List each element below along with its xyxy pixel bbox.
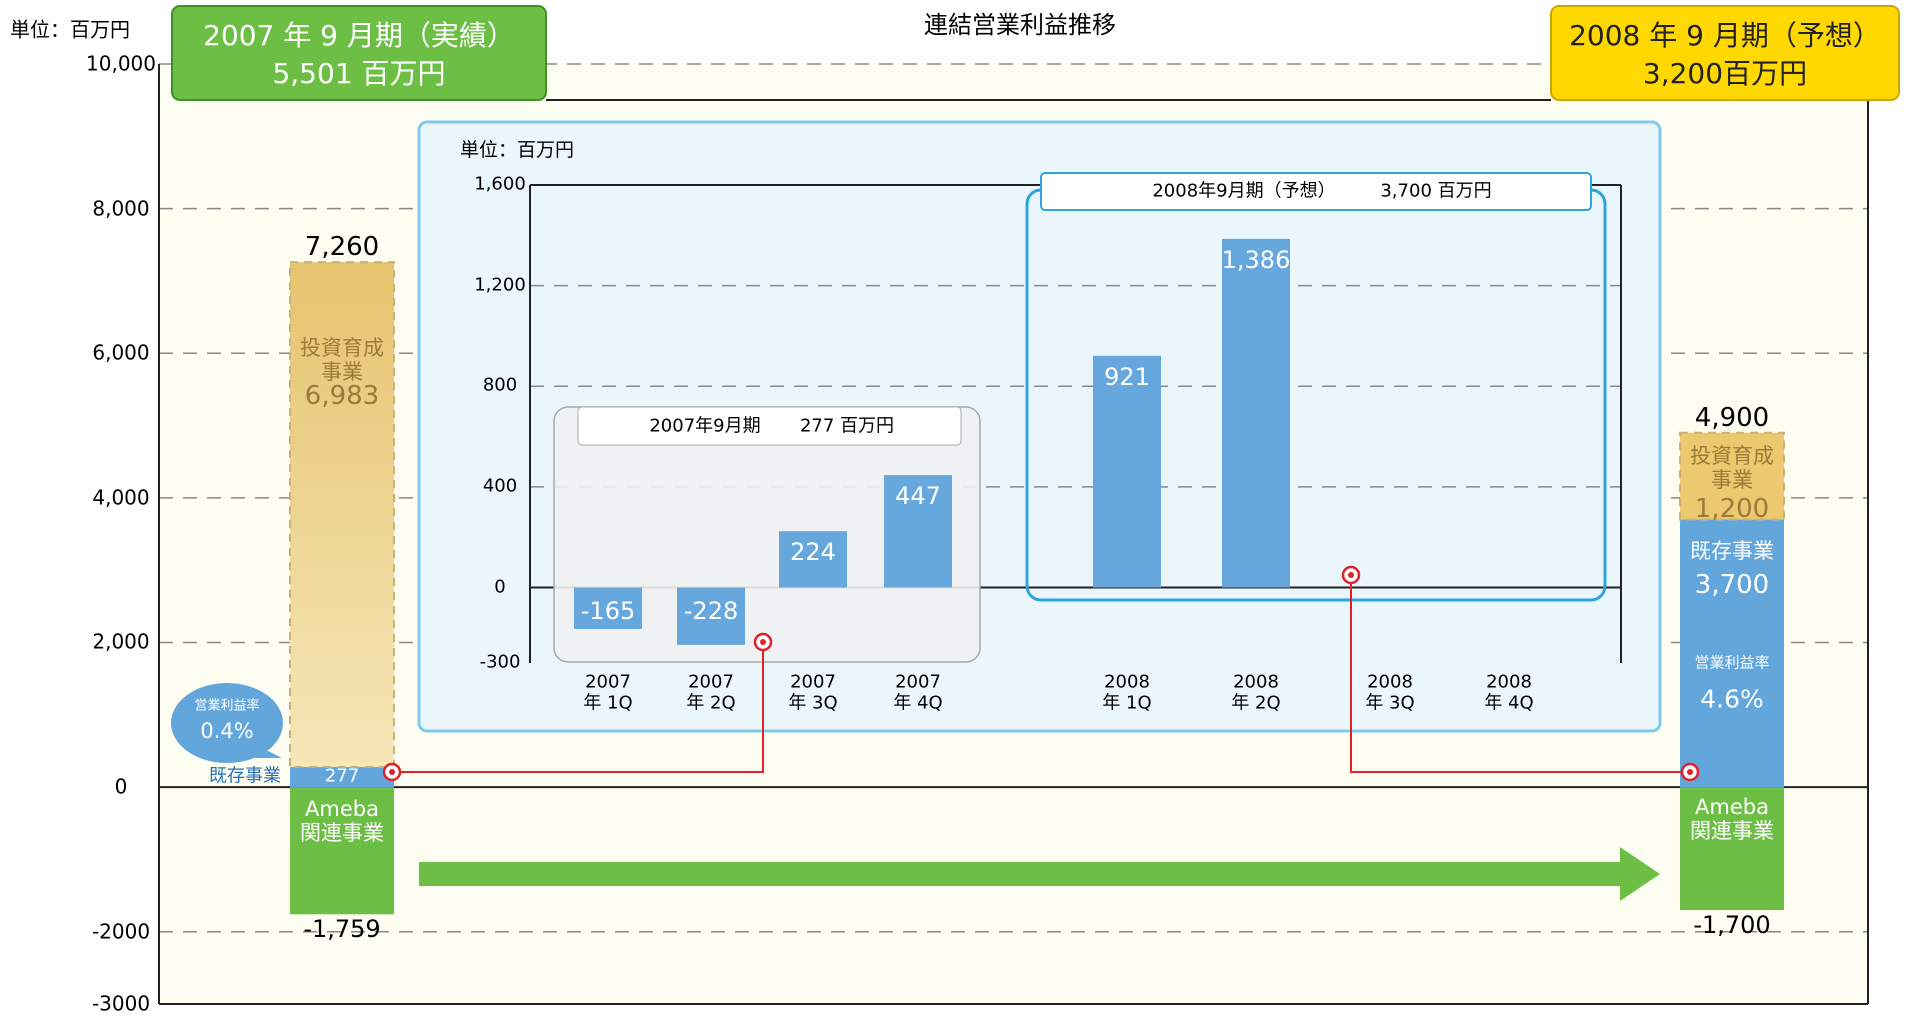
margin-label: 営業利益率	[194, 698, 260, 714]
value-label: -228	[683, 596, 739, 625]
x-tick-label: 2007年 4Q	[893, 671, 943, 713]
value-label: 447	[895, 482, 941, 511]
group-total: 277 百万円	[799, 415, 895, 437]
y-tick-label: 400	[482, 475, 518, 497]
value-label: -165	[580, 596, 636, 625]
value-label: 921	[1104, 363, 1150, 392]
unit-label: 単位：百万円	[10, 17, 130, 42]
header-box	[1550, 5, 1900, 101]
y-tick-label: 10,000	[86, 51, 156, 76]
x-tick-label: 2007年 1Q	[583, 671, 633, 713]
series-label: 投資育成事業	[300, 335, 384, 385]
bar-segment	[290, 767, 394, 788]
series-label: 既存事業	[209, 765, 281, 787]
header-label: 2007 年 9 月期（実績）	[203, 18, 515, 52]
y-tick-label: 2,000	[92, 629, 150, 654]
y-tick-label: -300	[479, 651, 521, 673]
margin-label: 営業利益率	[1694, 653, 1770, 672]
group-header	[1040, 172, 1592, 211]
y-tick-label: 6,000	[92, 340, 150, 365]
x-tick-label: 2008年 4Q	[1484, 671, 1534, 713]
bar-segment	[290, 787, 394, 915]
group-total: 3,700 百万円	[1380, 180, 1492, 202]
bar	[884, 475, 952, 588]
total-label: 4,900	[1694, 402, 1770, 433]
y-tick-label: 800	[482, 374, 518, 396]
y-tick-label: -3000	[91, 991, 151, 1016]
arrow	[419, 847, 1660, 901]
value-label: 1,386	[1221, 246, 1291, 275]
series-label: Ameba 関連事業	[300, 796, 384, 845]
margin-value: 4.6%	[1700, 684, 1764, 714]
group-label: 2007年9月期	[649, 415, 761, 437]
x-tick-label: 2007年 3Q	[788, 671, 838, 713]
unit-label: 単位：百万円	[459, 139, 574, 162]
group-header	[577, 406, 962, 446]
y-tick-label: 0	[114, 774, 128, 799]
header-box	[171, 5, 547, 101]
connector	[1350, 575, 1690, 773]
series-label: 投資育成事業	[1690, 443, 1774, 492]
y-tick-label: 1,200	[474, 274, 526, 296]
bar	[1093, 355, 1161, 588]
value-label: -1,759	[303, 915, 381, 944]
value-label: -1,700	[1693, 911, 1771, 940]
y-tick-label: 4,000	[92, 485, 150, 510]
value-label: 224	[790, 538, 836, 567]
x-tick-label: 2007年 2Q	[686, 671, 736, 713]
total-label: 7,260	[304, 232, 380, 263]
group-label: 2008年9月期（予想）	[1152, 180, 1336, 202]
bar-segment	[1680, 519, 1784, 788]
bar	[574, 587, 642, 630]
bar-segment	[1679, 431, 1785, 521]
bar	[1222, 238, 1290, 588]
x-tick-label: 2008年 2Q	[1231, 671, 1281, 713]
value-label: 3,700	[1694, 569, 1770, 600]
value-label: 6,983	[304, 381, 380, 412]
x-tick-label: 2008年 3Q	[1365, 671, 1415, 713]
margin-bubble	[171, 683, 283, 763]
bar-segment	[1680, 787, 1784, 910]
header-label: 2008 年 9 月期（予想）	[1569, 18, 1881, 52]
value-label: 277	[324, 765, 360, 787]
chart-title: 連結営業利益推移	[924, 11, 1116, 40]
y-tick-label: 1,600	[474, 173, 526, 195]
y-tick-label: 8,000	[92, 196, 150, 221]
bar	[677, 587, 745, 645]
series-label: 既存事業	[1690, 538, 1774, 563]
bar-segment	[289, 261, 395, 769]
value-label: 1,200	[1694, 493, 1770, 524]
series-label: Ameba 関連事業	[1690, 794, 1774, 843]
bubble-tail	[255, 748, 282, 758]
x-tick-label: 2008年 1Q	[1102, 671, 1152, 713]
y-tick-label: -2000	[91, 919, 151, 944]
bar	[779, 531, 847, 588]
header-value: 5,501 百万円	[272, 56, 446, 90]
connector	[392, 642, 764, 773]
margin-value: 0.4%	[200, 718, 254, 743]
y-tick-label: 0	[494, 576, 506, 598]
header-value: 3,200百万円	[1642, 56, 1808, 90]
